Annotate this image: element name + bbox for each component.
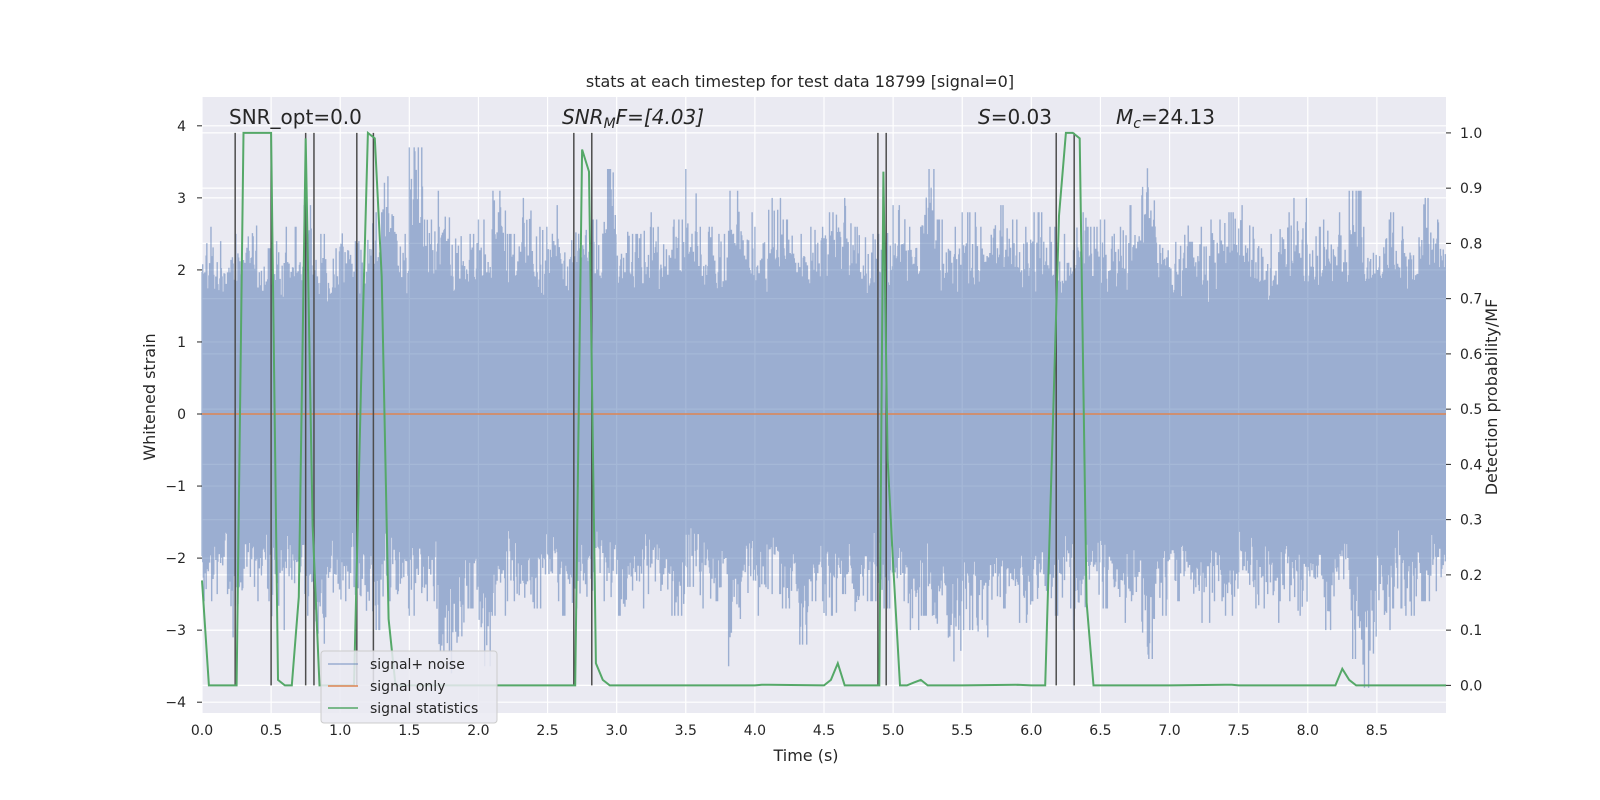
y-right-tick-label: 0.2 [1460,568,1482,584]
y-tick-label: −2 [165,551,186,567]
chart-title: stats at each timestep for test data 187… [586,72,1014,91]
legend: signal+ noise signal only signal statist… [320,650,498,724]
vertical-markers [234,132,1075,686]
y-right-tick-label: 0.7 [1460,292,1482,308]
y-right-tick-label: 0.5 [1460,402,1482,418]
y-right-tick-label: 0.1 [1460,623,1482,639]
x-tick-label: 8.0 [1297,723,1319,739]
x-tick-label: 2.5 [536,723,558,739]
x-tick-label: 6.0 [1020,723,1042,739]
y-right-tick-label: 0.6 [1460,347,1482,363]
annotation-s: S=0.03 [978,105,1052,129]
y-tick-label: 2 [177,263,186,279]
y-tick-label: 3 [177,191,186,207]
y-tick-label: 1 [177,335,186,351]
statistics-series [201,130,1446,687]
y-right-tick-label: 0.8 [1460,236,1482,252]
x-tick-label: 2.0 [467,723,489,739]
legend-label-signal: signal only [370,679,445,695]
legend-label-stats: signal statistics [370,701,478,717]
x-tick-label: 5.5 [951,723,973,739]
y-tick-label: 0 [177,407,186,423]
annotation-snr-opt: SNR_opt=0.0 [229,105,362,129]
x-tick-label: 1.5 [398,723,420,739]
y-tick-label: −4 [165,695,186,711]
x-tick-label: 0.0 [191,723,213,739]
y-right-tick-label: 0.0 [1460,678,1482,694]
x-tick-label: 3.0 [606,723,628,739]
x-tick-label: 7.0 [1158,723,1180,739]
x-tick-label: 3.5 [675,723,697,739]
x-tick-label: 4.5 [813,723,835,739]
y-axis-label: Whitened strain [140,333,159,460]
y-right-tick-label: 0.4 [1460,457,1482,473]
axes: 0.0 0.5 1.0 1.5 2.0 2.5 3.0 3.5 4.0 4.5 5.0 5.5 6.0 6… [165,119,1482,739]
y-tick-label: −3 [165,623,186,639]
x-tick-label: 7.5 [1228,723,1250,739]
y-right-axis-label: Detection probability/MF [1482,299,1501,496]
x-tick-label: 1.0 [329,723,351,739]
x-tick-label: 6.5 [1089,723,1111,739]
annotation-snr-mf: SNRMF=[4.03] [562,105,704,132]
y-tick-label: −1 [165,479,186,495]
x-axis-label: Time (s) [772,746,838,765]
y-right-tick-label: 1.0 [1460,126,1482,142]
legend-box [320,650,498,724]
x-tick-label: 0.5 [260,723,282,739]
annotation-mc: Mc=24.13 [1116,105,1215,132]
y-right-tick-label: 0.3 [1460,513,1482,529]
y-right-tick-label: 0.9 [1460,181,1482,197]
legend-label-noise: signal+ noise [370,657,465,673]
x-tick-label: 4.0 [744,723,766,739]
y-tick-label: 4 [177,119,186,135]
x-tick-label: 5.0 [882,723,904,739]
statistics-line [201,130,1446,687]
x-tick-label: 8.5 [1366,723,1388,739]
